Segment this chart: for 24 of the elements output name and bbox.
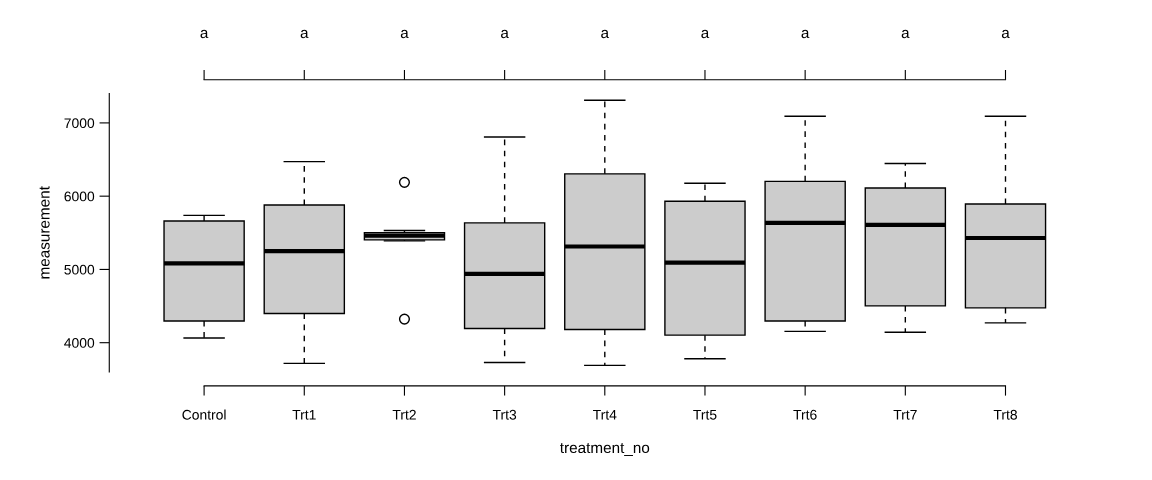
x-tick-label: Trt8 bbox=[993, 409, 1017, 420]
y-tick-label: 5000 bbox=[64, 264, 95, 275]
y-axis-title: measurement bbox=[39, 186, 50, 279]
text: a bbox=[300, 29, 309, 39]
y-tick-label: 7000 bbox=[64, 118, 95, 129]
y-tick-label: 6000 bbox=[64, 191, 95, 202]
y-tick-label: 4000 bbox=[64, 338, 95, 348]
x-tick-label: Trt3 bbox=[492, 409, 517, 420]
x-tick-label: Trt6 bbox=[793, 409, 817, 420]
x-axis-title: treatment_no bbox=[560, 443, 650, 456]
text: a bbox=[501, 29, 509, 39]
x-tick-label: Trt1 bbox=[292, 410, 316, 420]
text: a bbox=[901, 29, 910, 39]
text: a bbox=[601, 29, 610, 39]
x-tick-label: Control bbox=[182, 409, 226, 420]
text: a bbox=[701, 29, 710, 39]
text: a bbox=[801, 29, 810, 39]
text: a bbox=[1001, 29, 1010, 39]
x-tick-label: Trt4 bbox=[593, 410, 617, 420]
x-tick-label: Trt2 bbox=[392, 409, 416, 420]
text: a bbox=[400, 29, 409, 39]
x-tick-label: Trt5 bbox=[693, 410, 717, 420]
text: a bbox=[200, 29, 209, 39]
x-tick-label: Trt7 bbox=[893, 410, 917, 420]
